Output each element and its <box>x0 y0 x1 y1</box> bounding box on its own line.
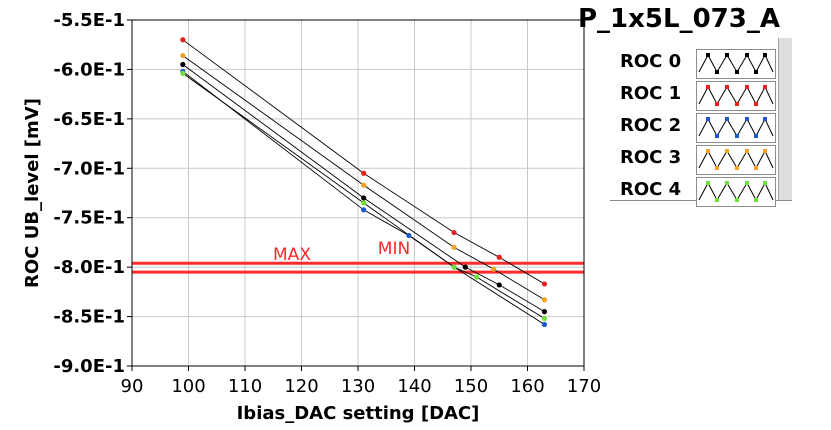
legend-item-roc-0: ROC 0 <box>610 48 791 79</box>
x-tick-label: 90 <box>121 376 144 397</box>
data-point-roc-1 <box>180 37 186 43</box>
data-point-roc-2 <box>361 207 367 213</box>
legend: ROC 0 ROC 1 ROC 2 ROC 3 ROC 4 <box>610 38 792 207</box>
x-tick-label: 160 <box>510 376 544 397</box>
data-point-roc-4 <box>541 315 548 322</box>
series-layer <box>180 37 548 328</box>
x-tick-label: 170 <box>567 376 601 397</box>
plot-title: P_1x5L_073_A <box>578 4 780 34</box>
data-point-roc-3 <box>541 297 548 303</box>
y-tick-label: -7.0E-1 <box>53 158 125 179</box>
legend-item-roc-3: ROC 3 <box>610 144 791 175</box>
x-tick-label: 130 <box>341 376 375 397</box>
legend-swatch <box>696 177 776 207</box>
data-point-roc-4 <box>361 200 367 206</box>
data-point-roc-4 <box>474 274 480 280</box>
data-point-roc-4 <box>180 70 186 76</box>
y-tick-label: -6.0E-1 <box>53 59 125 80</box>
legend-label: ROC 0 <box>620 51 682 72</box>
data-point-roc-0 <box>180 61 186 68</box>
legend-label: ROC 3 <box>620 147 682 168</box>
legend-scrollbar[interactable] <box>778 38 792 200</box>
y-tick-label: -7.5E-1 <box>53 208 125 229</box>
threshold-label-min: MIN <box>378 239 410 259</box>
x-axis-label: Ibias_DAC setting [DAC] <box>237 403 480 424</box>
data-point-roc-1 <box>451 229 457 236</box>
legend-swatch <box>696 113 776 143</box>
x-tick-label: 120 <box>284 376 318 397</box>
y-tick-label: -8.0E-1 <box>53 257 125 278</box>
series-line-roc-0 <box>182 64 545 312</box>
x-tick-label: 110 <box>228 376 262 397</box>
data-point-roc-2 <box>406 232 412 239</box>
y-tick-label: -9.0E-1 <box>53 356 125 377</box>
data-point-roc-1 <box>496 254 502 260</box>
x-tick-label: 100 <box>171 376 205 397</box>
data-point-roc-3 <box>491 266 497 272</box>
data-point-roc-3 <box>180 52 186 59</box>
x-tick-label: 140 <box>397 376 431 397</box>
data-point-roc-2 <box>541 321 548 328</box>
data-point-roc-1 <box>541 281 548 287</box>
y-tick-label: -8.5E-1 <box>53 307 125 328</box>
legend-swatch <box>696 49 776 79</box>
legend-item-roc-2: ROC 2 <box>610 112 791 143</box>
data-point-roc-4 <box>451 264 457 270</box>
threshold-label-max: MAX <box>273 245 311 265</box>
data-point-roc-0 <box>541 309 548 315</box>
x-tick-label: 150 <box>454 376 488 397</box>
legend-swatch <box>696 145 776 175</box>
data-point-roc-0 <box>361 195 367 201</box>
legend-label: ROC 4 <box>620 179 682 200</box>
legend-item-roc-1: ROC 1 <box>610 80 791 111</box>
data-point-roc-3 <box>361 182 367 188</box>
data-point-roc-3 <box>451 244 457 250</box>
legend-label: ROC 1 <box>620 83 682 104</box>
y-tick-label: -6.5E-1 <box>53 109 125 130</box>
data-point-roc-1 <box>361 170 367 176</box>
grid <box>131 19 585 367</box>
y-axis-label: ROC UB_level [mV] <box>22 98 43 288</box>
legend-item-roc-4: ROC 4 <box>610 176 791 207</box>
legend-label: ROC 2 <box>620 115 682 136</box>
y-tick-label: -5.5E-1 <box>53 10 125 31</box>
tick-labels: 90 100 110 120 130 140 150 160 170 -5.5E-1 -6.0E-1… <box>53 10 601 397</box>
data-point-roc-0 <box>462 264 468 270</box>
series-line-roc-1 <box>182 39 545 285</box>
legend-swatch <box>696 81 776 111</box>
data-point-roc-0 <box>496 282 502 288</box>
